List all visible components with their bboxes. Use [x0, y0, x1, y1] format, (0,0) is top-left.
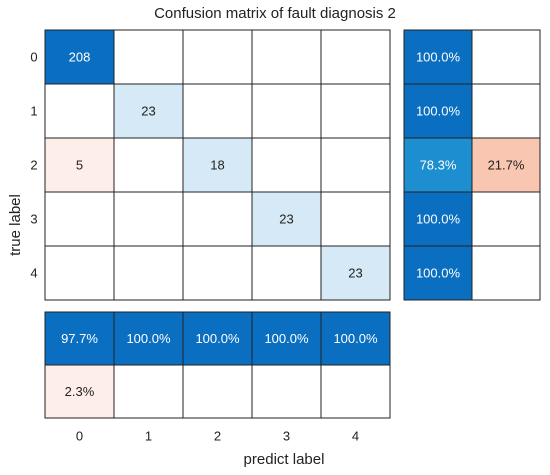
column-summary-cell: [251, 311, 322, 366]
row-summary-cell: [403, 245, 473, 301]
x-tick-label: 3: [283, 428, 290, 443]
column-summary-value: 97.7%: [61, 331, 98, 346]
column-summary-cell: [320, 311, 391, 366]
column-summary-value: 100.0%: [264, 331, 309, 346]
row-summary-cell: [471, 29, 541, 85]
row-summary-value: 100.0%: [416, 103, 461, 118]
x-tick-label: 4: [352, 428, 359, 443]
chart-title: Confusion matrix of fault diagnosis 2: [154, 5, 396, 22]
matrix-cell: [113, 29, 184, 85]
matrix-cell: [182, 29, 253, 85]
row-summary-cell: [471, 191, 541, 247]
matrix-cell: [113, 137, 184, 193]
row-summary-cell: [471, 137, 541, 193]
matrix-cell-value: 23: [141, 103, 155, 118]
matrix-cell: [320, 191, 391, 247]
row-summary-cell: [403, 83, 473, 139]
row-summary-value: 100.0%: [416, 49, 461, 64]
matrix-cell-value: 5: [76, 157, 83, 172]
x-axis-label: predict label: [244, 451, 325, 468]
column-summary-cell: [182, 364, 253, 419]
matrix-cell: [182, 191, 253, 247]
matrix-cell: [251, 245, 322, 301]
matrix-cell: [44, 29, 115, 85]
column-summary-cell: [113, 364, 184, 419]
matrix-cell: [320, 83, 391, 139]
row-summary-cell: [471, 83, 541, 139]
matrix-cell: [44, 245, 115, 301]
matrix-cell: [251, 29, 322, 85]
matrix-cell: [44, 83, 115, 139]
row-summary-value: 78.3%: [420, 157, 457, 172]
matrix-cell: [113, 191, 184, 247]
y-tick-label: 2: [30, 157, 37, 172]
x-tick-label: 1: [145, 428, 152, 443]
matrix-cell-value: 18: [210, 157, 224, 172]
y-tick-label: 1: [30, 103, 37, 118]
matrix-cell: [251, 83, 322, 139]
y-axis-label: true label: [7, 194, 24, 256]
column-summary-cell: [320, 364, 391, 419]
y-tick-label: 4: [30, 265, 37, 280]
matrix-cell: [320, 137, 391, 193]
matrix-cell-value: 208: [69, 49, 91, 64]
row-summary-value: 100.0%: [416, 265, 461, 280]
column-summary-cell: [251, 364, 322, 419]
matrix-cell: [44, 137, 115, 193]
matrix-cell: [182, 83, 253, 139]
column-summary-value: 100.0%: [333, 331, 378, 346]
y-tick-label: 3: [30, 211, 37, 226]
row-summary-cell: [471, 245, 541, 301]
matrix-cell-value: 23: [348, 265, 362, 280]
column-summary-cell: [44, 364, 115, 419]
matrix-cell: [320, 29, 391, 85]
matrix-cell: [44, 191, 115, 247]
x-tick-label: 0: [76, 428, 83, 443]
x-tick-label: 2: [214, 428, 221, 443]
row-summary-value: 100.0%: [416, 211, 461, 226]
y-tick-label: 0: [30, 49, 37, 64]
row-summary-value: 21.7%: [488, 157, 525, 172]
column-summary-value: 2.3%: [65, 384, 95, 399]
matrix-cell: [320, 245, 391, 301]
matrix-cell: [113, 245, 184, 301]
matrix-cell: [182, 245, 253, 301]
matrix-cell-value: 23: [279, 211, 293, 226]
matrix-cell: [113, 83, 184, 139]
column-summary-value: 100.0%: [195, 331, 240, 346]
column-summary-value: 100.0%: [126, 331, 171, 346]
matrix-cell: [251, 137, 322, 193]
column-summary-cell: [113, 311, 184, 366]
